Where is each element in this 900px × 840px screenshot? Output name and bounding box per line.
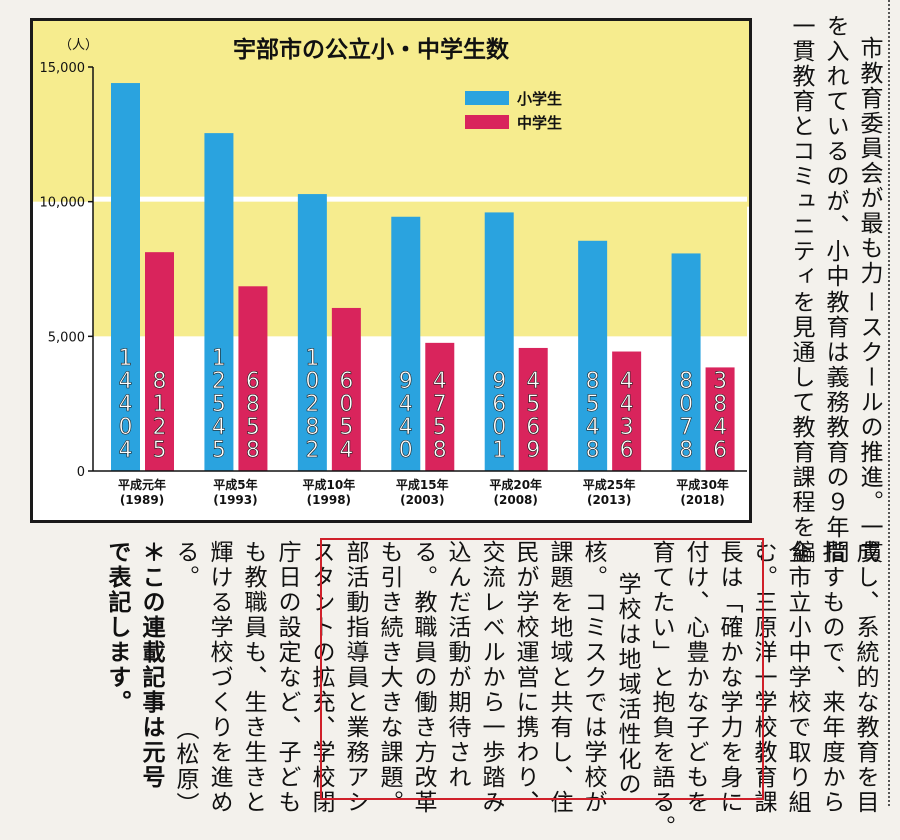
article-col-2: を入れているのが、小中 xyxy=(822,14,848,289)
bar-junior-high xyxy=(238,286,268,471)
article-bottom-col: 核。コミスクでは学校が xyxy=(580,540,606,815)
student-count-chart: 宇部市の公立小・中学生数 （人） 15,000 10,000 5,000 0 1 4 4 0 4 8 1… xyxy=(30,18,752,523)
article-col-5: 教育は義務教育の９年間 xyxy=(822,290,848,565)
x-tick-label-era: 平成20年 xyxy=(489,477,542,492)
bar-elementary xyxy=(391,216,421,471)
newspaper-page: 宇部市の公立小・中学生数 （人） 15,000 10,000 5,000 0 1 4 4 0 4 8 1… xyxy=(30,0,890,840)
axis-gutter xyxy=(33,201,93,337)
bar-elementary xyxy=(484,212,514,471)
article-bottom-col: 輝ける学校づくりを進め xyxy=(206,540,232,815)
bar-elementary xyxy=(297,194,327,471)
chart-unit-label: （人） xyxy=(59,38,98,53)
article-bottom-col: 成し、系統的な教育を目 xyxy=(852,540,878,815)
x-tick-label-era: 平成10年 xyxy=(303,477,356,492)
article-bottom-col: 長は「確かな学力を身に xyxy=(716,540,742,815)
legend-label: 小学生 xyxy=(517,90,562,108)
bar-elementary xyxy=(204,133,234,471)
article-bottom-col: 育てたい」と抱負を語る。 xyxy=(648,540,674,840)
x-tick-label-year: (2003) xyxy=(400,493,444,507)
column-divider xyxy=(888,0,890,806)
x-tick-label-year: (1989) xyxy=(120,493,164,507)
y-tick-label: 15,000 xyxy=(40,61,86,76)
x-tick-label-year: (2008) xyxy=(494,493,538,507)
article-bottom-col: も教職員も、生き生きと xyxy=(240,540,266,815)
article-bottom-col: 庁日の設定など、子ども xyxy=(274,540,300,815)
article-bottom-col: る。教職員の働き方改革 xyxy=(410,540,436,815)
x-tick-label-year: (2013) xyxy=(587,493,631,507)
article-bottom-col: る。 （松原） xyxy=(172,540,198,817)
bar-junior-high xyxy=(425,342,455,471)
bar-junior-high xyxy=(145,252,174,471)
article-col-3: 一貫教育とコミュニティ xyxy=(788,14,814,289)
article-bottom-col: 込んだ活動が期待され xyxy=(444,540,470,790)
chart-canvas: 宇部市の公立小・中学生数 （人） 15,000 10,000 5,000 0 1 4 4 0 4 8 1… xyxy=(33,21,749,507)
bar-junior-high xyxy=(518,347,548,471)
x-tick-label-year: (1998) xyxy=(307,493,351,507)
article-bottom-col: 交流レベルから一歩踏み xyxy=(478,540,504,815)
legend-label: 中学生 xyxy=(517,114,562,132)
bar-elementary xyxy=(671,253,701,471)
highlight-box xyxy=(320,538,764,800)
chart-top-band xyxy=(33,21,749,207)
y-tick-label: 5,000 xyxy=(48,330,85,345)
article-bottom-col: 指すもので、来年度から xyxy=(818,540,844,815)
article-bottom-col: 部活動指導員と業務アシ xyxy=(342,540,368,815)
article-bottom-col: 全市立小中学校で取り組 xyxy=(784,540,810,815)
x-tick-label-era: 平成元年 xyxy=(118,477,166,492)
bar-junior-high xyxy=(331,307,361,471)
x-tick-label-era: 平成30年 xyxy=(676,477,729,492)
article-col-6: を見通して教育課程を編 xyxy=(788,290,814,565)
chart-title: 宇部市の公立小・中学生数 xyxy=(233,36,510,63)
x-tick-label-era: 平成5年 xyxy=(213,477,257,492)
legend-swatch xyxy=(465,115,509,129)
article-bottom-col: 付け、心豊かな子どもを xyxy=(682,540,708,815)
bar-junior-high xyxy=(705,367,735,471)
article-col-1: 市教育委員会が最も力 xyxy=(856,36,882,286)
band-gap xyxy=(93,196,747,202)
bar-elementary xyxy=(111,83,140,472)
article-bottom-col: 民が学校運営に携わり、 xyxy=(512,540,538,815)
y-tick-label: 0 xyxy=(77,465,85,480)
article-bottom-col: 課題を地域と共有し、住 xyxy=(546,540,572,815)
article-bottom-col: で表記します。 xyxy=(104,540,130,715)
article-bottom-col: 学校は地域活性化の xyxy=(614,572,640,797)
x-tick-label-era: 平成15年 xyxy=(396,477,449,492)
x-tick-label-year: (1993) xyxy=(213,493,257,507)
x-tick-label-year: (2018) xyxy=(680,493,724,507)
article-bottom-col: ＊この連載記事は元号 xyxy=(138,540,164,790)
article-col-4: ースクールの推進。一貫 xyxy=(856,290,882,565)
bar-junior-high xyxy=(612,351,642,471)
bar-elementary xyxy=(578,240,608,471)
y-tick-label: 10,000 xyxy=(40,196,86,211)
x-tick-label-era: 平成25年 xyxy=(583,477,636,492)
legend-swatch xyxy=(465,91,509,105)
article-bottom-col: も引き続き大きな課題。 xyxy=(376,540,402,815)
